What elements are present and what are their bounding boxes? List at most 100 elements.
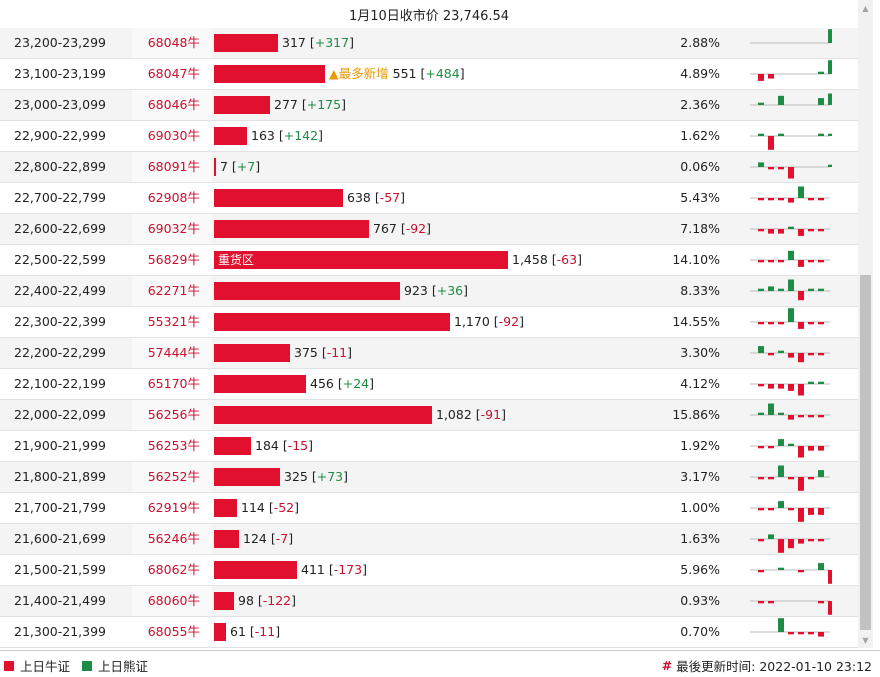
warrant-code[interactable]: 56829牛	[132, 245, 212, 275]
sparkline-bar	[788, 415, 794, 420]
sparkline-bar	[808, 288, 814, 291]
volume-bar	[214, 127, 247, 145]
trend-sparkline	[750, 381, 830, 396]
warrant-code[interactable]: 68046牛	[132, 90, 212, 120]
table-row[interactable]: 22,900-22,999 69030牛 163 [+142] 1.62%	[0, 121, 858, 152]
sparkline-bar	[768, 136, 774, 150]
warrant-code[interactable]: 62908牛	[132, 183, 212, 213]
table-row[interactable]: 21,700-21,799 62919牛 114 [-52] 1.00%	[0, 493, 858, 524]
table-row[interactable]: 21,600-21,699 56246牛 124 [-7] 1.63%	[0, 524, 858, 555]
sparkline-bar	[818, 288, 824, 291]
table-row[interactable]: 22,400-22,499 62271牛 923 [+36] 8.33%	[0, 276, 858, 307]
table-row[interactable]: 23,000-23,099 68046牛 277 [+175] 2.36%	[0, 90, 858, 121]
table-row[interactable]: 22,100-22,199 65170牛 456 [+24] 4.12%	[0, 369, 858, 400]
sparkline-bar	[798, 322, 804, 329]
volume-delta: +7	[236, 159, 256, 174]
trend-sparkline	[750, 60, 832, 81]
trend-sparkline	[750, 501, 830, 522]
scrollbar-thumb[interactable]	[860, 275, 871, 630]
warrant-code[interactable]: 68047牛	[132, 59, 212, 89]
warrant-code[interactable]: 68055牛	[132, 617, 212, 647]
table-row[interactable]: 21,300-21,399 68055牛 61 [-11] 0.70%	[0, 617, 858, 648]
bar-cell: 184 [-15]	[214, 431, 674, 461]
sparkline-bar	[758, 570, 764, 573]
volume-text: 163 [+142]	[251, 128, 323, 143]
sparkline-bar	[818, 539, 824, 542]
table-row[interactable]: 22,000-22,099 56256牛 1,082 [-91] 15.86%	[0, 400, 858, 431]
trend-sparkline	[750, 563, 832, 584]
volume-delta: +175	[306, 97, 342, 112]
sparkline-bar	[758, 229, 764, 232]
warrant-code[interactable]: 56253牛	[132, 431, 212, 461]
most-added-note: ▲最多新增	[329, 66, 389, 81]
warrant-code[interactable]: 55321牛	[132, 307, 212, 337]
table-row[interactable]: 23,100-23,199 68047牛 ▲最多新增 551 [+484] 4.89%	[0, 59, 858, 90]
vertical-scrollbar[interactable]: ▲ ▼	[858, 0, 873, 648]
sparkline-bar	[818, 98, 824, 105]
sparkline-bar	[768, 74, 774, 79]
warrant-code[interactable]: 68062牛	[132, 555, 212, 585]
warrant-code[interactable]: 56256牛	[132, 400, 212, 430]
table-row[interactable]: 21,500-21,599 68062牛 411 [-173] 5.96%	[0, 555, 858, 586]
price-range: 23,100-23,199	[14, 66, 106, 81]
sparkline-bar	[758, 384, 764, 387]
percentage: 3.17%	[680, 469, 720, 484]
percentage: 1.62%	[680, 128, 720, 143]
warrant-code[interactable]: 65170牛	[132, 369, 212, 399]
sparkline-bar	[798, 508, 804, 522]
table-row[interactable]: 22,500-22,599 56829牛 重货区 1,458 [-63] 14.10%	[0, 245, 858, 276]
sparkline-bar	[778, 95, 784, 105]
table-row[interactable]: 21,800-21,899 56252牛 325 [+73] 3.17%	[0, 462, 858, 493]
bear-swatch-icon	[82, 660, 92, 671]
table-row[interactable]: 22,300-22,399 55321牛 1,170 [-92] 14.55%	[0, 307, 858, 338]
volume-bar	[214, 406, 432, 424]
sparkline-bar	[808, 477, 814, 480]
warrant-code[interactable]: 69032牛	[132, 214, 212, 244]
bull-swatch-icon	[4, 660, 14, 671]
bar-cell: 7 [+7]	[214, 152, 674, 182]
bar-cell: 456 [+24]	[214, 369, 674, 399]
volume-delta: -57	[379, 190, 401, 205]
bar-cell: 1,170 [-92]	[214, 307, 674, 337]
table-row[interactable]: 22,600-22,699 69032牛 767 [-92] 7.18%	[0, 214, 858, 245]
volume-bar	[214, 96, 270, 114]
percentage: 8.33%	[680, 283, 720, 298]
warrant-code[interactable]: 57444牛	[132, 338, 212, 368]
percentage: 0.06%	[680, 159, 720, 174]
warrant-code[interactable]: 68091牛	[132, 152, 212, 182]
sparkline-bar	[798, 446, 804, 458]
page-header: 1月10日收市价 23,746.54	[0, 0, 858, 29]
percentage: 0.93%	[680, 593, 720, 608]
sparkline-bar	[768, 403, 774, 415]
sparkline-bar	[788, 279, 794, 291]
warrant-code[interactable]: 56246牛	[132, 524, 212, 554]
table-row[interactable]: 22,200-22,299 57444牛 375 [-11] 3.30%	[0, 338, 858, 369]
bar-cell: 114 [-52]	[214, 493, 674, 523]
sparkline-bar	[818, 601, 824, 604]
volume-text: 7 [+7]	[220, 159, 261, 174]
warrant-code[interactable]: 62271牛	[132, 276, 212, 306]
sparkline-bar	[778, 322, 784, 325]
bar-cell: ▲最多新增 551 [+484]	[214, 59, 674, 89]
table-row[interactable]: 22,700-22,799 62908牛 638 [-57] 5.43%	[0, 183, 858, 214]
price-range: 23,200-23,299	[14, 35, 106, 50]
volume-bar	[214, 468, 280, 486]
warrant-code[interactable]: 69030牛	[132, 121, 212, 151]
volume-bar	[214, 251, 508, 269]
sparkline-bar	[818, 71, 824, 74]
trend-sparkline	[750, 250, 830, 267]
warrant-code[interactable]: 68048牛	[132, 28, 212, 58]
table-row[interactable]: 23,200-23,299 68048牛 317 [+317] 2.88%	[0, 28, 858, 59]
bar-cell: 重货区 1,458 [-63]	[214, 245, 674, 275]
sparkline-bar	[758, 322, 764, 325]
warrant-code[interactable]: 62919牛	[132, 493, 212, 523]
table-row[interactable]: 21,400-21,499 68060牛 98 [-122] 0.93%	[0, 586, 858, 617]
scroll-down-arrow-icon[interactable]: ▼	[862, 635, 869, 645]
warrant-code[interactable]: 56252牛	[132, 462, 212, 492]
table-row[interactable]: 21,900-21,999 56253牛 184 [-15] 1.92%	[0, 431, 858, 462]
warrant-code[interactable]: 68060牛	[132, 586, 212, 616]
scroll-up-arrow-icon[interactable]: ▲	[862, 3, 869, 13]
legend-bear: 上日熊证	[82, 656, 148, 675]
trend-sparkline	[750, 346, 830, 363]
table-row[interactable]: 22,800-22,899 68091牛 7 [+7] 0.06%	[0, 152, 858, 183]
